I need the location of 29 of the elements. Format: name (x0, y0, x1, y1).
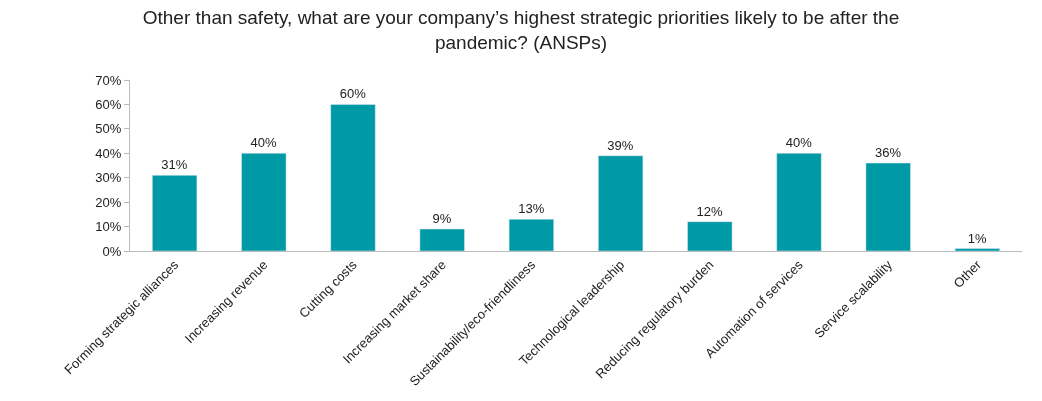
chart-title: Other than safety, what are your company’s highest strategic priorities likely to be after the pandemic? (ANSPs) (142, 7, 900, 53)
bar (776, 153, 822, 251)
data-label: 12% (696, 203, 724, 219)
bar (687, 221, 733, 251)
bar (865, 162, 911, 251)
data-label: 13% (518, 201, 545, 217)
bar (152, 175, 198, 251)
y-tick-label: 0% (102, 243, 122, 259)
bar (954, 248, 1000, 251)
y-tick-label: 50% (95, 121, 122, 137)
data-label: 36% (874, 145, 902, 161)
data-label: 31% (161, 157, 188, 173)
data-label: 40% (250, 135, 278, 151)
y-tick-label: 20% (95, 194, 122, 210)
y-tick-label: 60% (95, 96, 122, 112)
data-label: 1% (967, 230, 988, 246)
y-tick-label: 70% (95, 72, 122, 88)
bar (241, 153, 287, 251)
bar (598, 155, 644, 251)
y-tick-label: 30% (95, 170, 122, 186)
data-label: 39% (607, 137, 634, 153)
bar (419, 228, 465, 251)
y-tick-label: 40% (95, 145, 122, 161)
bar (508, 218, 554, 251)
data-label: 9% (432, 211, 452, 227)
data-label: 60% (339, 86, 367, 102)
bar (330, 104, 376, 251)
y-tick-label: 10% (95, 219, 122, 235)
data-label: 40% (785, 135, 813, 151)
